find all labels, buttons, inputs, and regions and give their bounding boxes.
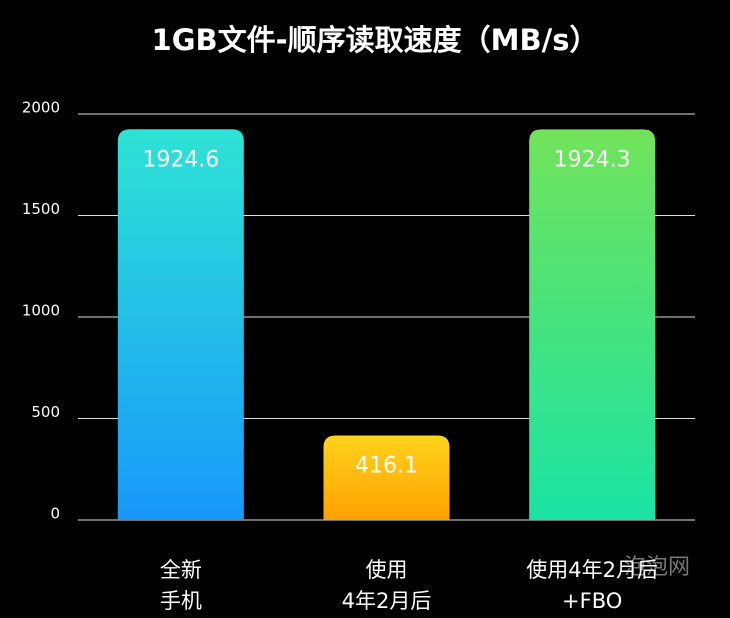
y-tick-label: 2000 (22, 99, 60, 117)
y-tick-label: 500 (31, 403, 60, 421)
value-label: 1924.6 (142, 147, 219, 172)
bar (117, 129, 244, 520)
x-tick-label: 使用 (366, 558, 408, 582)
y-tick-label: 0 (50, 505, 60, 523)
bar (323, 435, 450, 520)
chart-title: 1GB文件-顺序读取速度（MB/s） (152, 23, 599, 57)
y-tick-label: 1000 (22, 302, 60, 320)
value-label: 416.1 (355, 454, 418, 479)
value-label: 1924.3 (554, 147, 631, 172)
x-tick-label: 全新 (160, 558, 202, 582)
bar (529, 129, 656, 520)
x-tick-label: 使用4年2月后 (526, 558, 658, 582)
x-tick-label: 4年2月后 (342, 589, 432, 613)
x-tick-label: 手机 (160, 589, 202, 613)
watermark: 泡泡网 (624, 555, 690, 580)
x-tick-label: +FBO (562, 589, 622, 613)
y-tick-label: 1500 (22, 200, 60, 218)
